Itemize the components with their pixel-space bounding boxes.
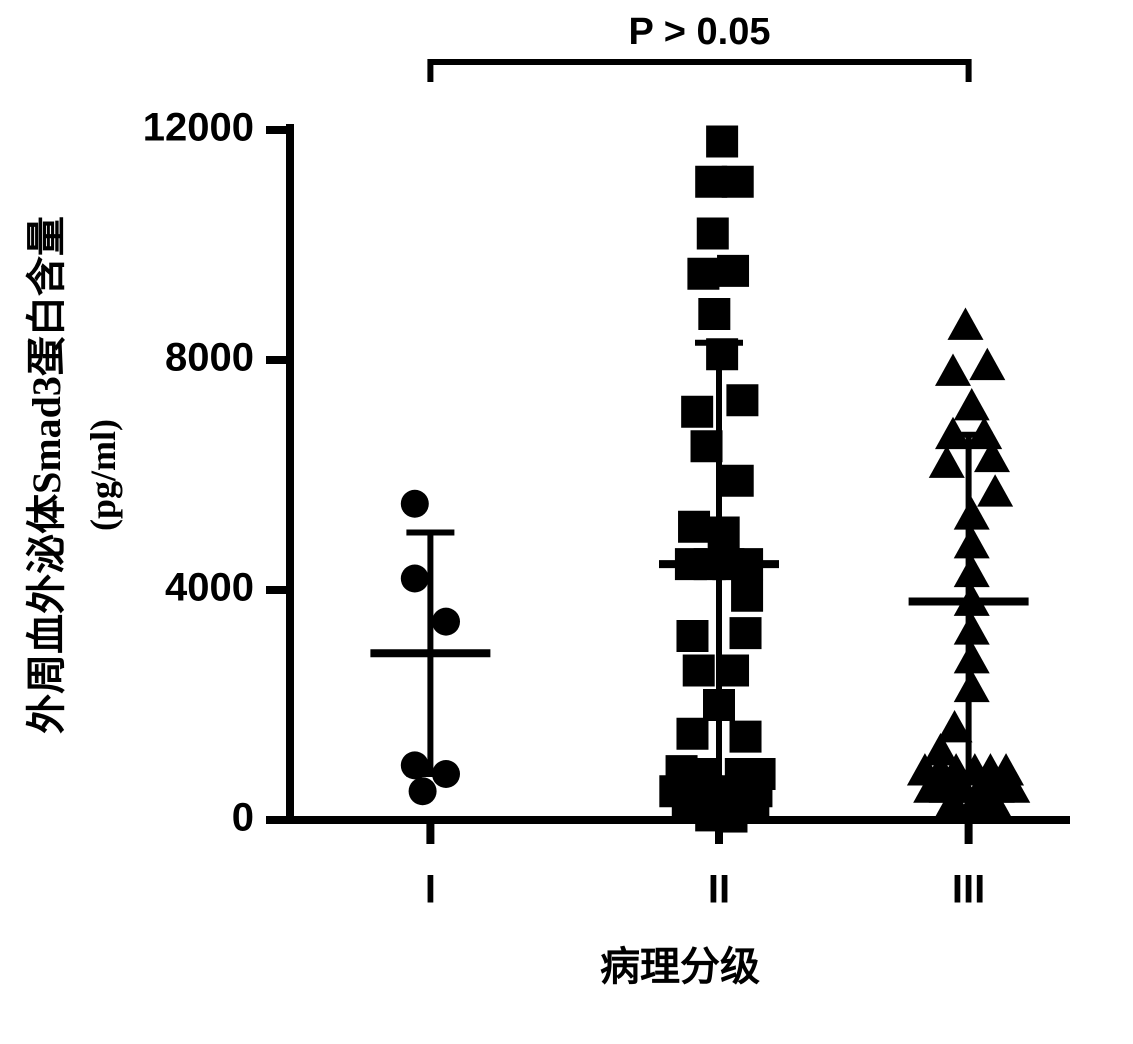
scatter-chart: 04000800012000IIIIIIP > 0.05外周血外泌体Smad3蛋… [0, 0, 1133, 1044]
y-axis-tick-label: 12000 [143, 106, 254, 150]
data-point-square [676, 718, 708, 750]
data-point-square [717, 655, 749, 687]
data-point-square [722, 465, 754, 497]
data-point-square [678, 511, 710, 543]
x-category-label: II [708, 868, 730, 912]
data-point-square [703, 689, 735, 721]
data-point-circle [432, 760, 460, 788]
data-point-square [687, 258, 719, 290]
data-point-circle [409, 777, 437, 805]
y-axis-tick-label: 4000 [165, 566, 254, 610]
data-point-circle [401, 751, 429, 779]
data-point-triangle [929, 446, 965, 478]
y-axis-tick-label: 0 [232, 796, 254, 840]
p-value-label: P > 0.05 [629, 11, 771, 53]
data-point-triangle [954, 526, 990, 558]
data-point-square [726, 384, 758, 416]
data-point-square [697, 218, 729, 250]
data-point-square [715, 801, 747, 833]
x-category-label: III [952, 868, 985, 912]
data-point-square [722, 166, 754, 198]
data-point-square [717, 255, 749, 287]
data-point-square [698, 298, 730, 330]
significance-bracket [430, 62, 968, 82]
data-point-circle [432, 608, 460, 636]
y-axis-tick-label: 8000 [165, 336, 254, 380]
data-point-square [730, 617, 762, 649]
x-axis-title: 病理分级 [600, 944, 760, 989]
data-point-circle [401, 565, 429, 593]
data-point-triangle [969, 348, 1005, 380]
data-point-square [683, 655, 715, 687]
data-point-square [681, 396, 713, 428]
data-point-square [706, 126, 738, 158]
y-axis-unit: (pg/ml) [83, 419, 123, 531]
data-point-square [731, 548, 763, 580]
data-point-square [706, 338, 738, 370]
data-point-square [731, 580, 763, 612]
data-point-triangle [947, 308, 983, 340]
data-point-square [691, 430, 723, 462]
data-point-square [730, 721, 762, 753]
data-point-triangle [954, 388, 990, 420]
data-point-triangle [954, 555, 990, 587]
data-point-triangle [954, 641, 990, 673]
data-point-triangle [935, 354, 971, 386]
data-point-square [676, 620, 708, 652]
data-point-circle [401, 490, 429, 518]
x-category-label: I [425, 868, 436, 912]
data-point-triangle [954, 612, 990, 644]
data-point-square [708, 517, 740, 549]
data-point-triangle [977, 474, 1013, 506]
y-axis-title: 外周血外泌体Smad3蛋白含量 [24, 216, 69, 734]
data-point-triangle [954, 670, 990, 702]
